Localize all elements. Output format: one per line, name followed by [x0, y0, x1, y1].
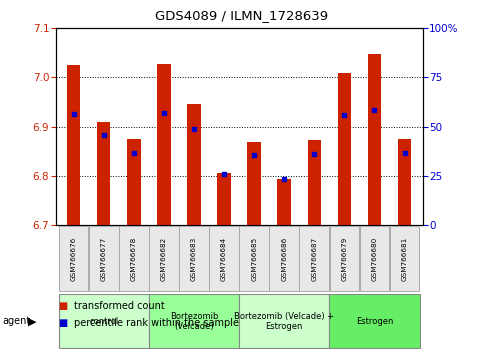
- FancyBboxPatch shape: [179, 226, 209, 291]
- FancyBboxPatch shape: [329, 295, 420, 348]
- Text: GSM766676: GSM766676: [71, 236, 77, 281]
- Bar: [157, 64, 170, 225]
- Text: Bortezomib (Velcade) +
Estrogen: Bortezomib (Velcade) + Estrogen: [234, 312, 334, 331]
- Text: GSM766678: GSM766678: [131, 236, 137, 281]
- FancyBboxPatch shape: [89, 226, 119, 291]
- FancyBboxPatch shape: [239, 226, 269, 291]
- Text: GSM766682: GSM766682: [161, 236, 167, 281]
- FancyBboxPatch shape: [209, 226, 239, 291]
- FancyBboxPatch shape: [390, 226, 419, 291]
- FancyBboxPatch shape: [270, 226, 299, 291]
- Text: GSM766681: GSM766681: [401, 236, 408, 281]
- Text: GSM766680: GSM766680: [371, 236, 378, 281]
- Text: ■: ■: [58, 301, 67, 311]
- Bar: [368, 54, 381, 225]
- Bar: [217, 173, 231, 225]
- FancyBboxPatch shape: [149, 226, 179, 291]
- Text: GSM766687: GSM766687: [312, 236, 317, 281]
- Text: ▶: ▶: [28, 316, 37, 326]
- FancyBboxPatch shape: [329, 226, 359, 291]
- Text: GSM766683: GSM766683: [191, 236, 197, 281]
- Text: transformed count: transformed count: [74, 301, 165, 311]
- Text: control: control: [89, 317, 118, 326]
- Bar: [187, 104, 201, 225]
- FancyBboxPatch shape: [299, 226, 329, 291]
- FancyBboxPatch shape: [239, 295, 329, 348]
- Text: GSM766686: GSM766686: [281, 236, 287, 281]
- Text: GSM766685: GSM766685: [251, 236, 257, 281]
- Text: Bortezomib
(Velcade): Bortezomib (Velcade): [170, 312, 218, 331]
- Text: percentile rank within the sample: percentile rank within the sample: [74, 318, 239, 328]
- Bar: [338, 73, 351, 225]
- FancyBboxPatch shape: [149, 295, 239, 348]
- Text: GSM766684: GSM766684: [221, 236, 227, 281]
- Bar: [308, 140, 321, 225]
- Text: GSM766679: GSM766679: [341, 236, 347, 281]
- Text: GSM766677: GSM766677: [100, 236, 107, 281]
- FancyBboxPatch shape: [58, 295, 149, 348]
- Bar: [277, 179, 291, 225]
- FancyBboxPatch shape: [119, 226, 149, 291]
- Bar: [398, 139, 412, 225]
- Text: agent: agent: [2, 316, 30, 326]
- FancyBboxPatch shape: [359, 226, 389, 291]
- Text: ■: ■: [58, 318, 67, 328]
- Bar: [67, 65, 80, 225]
- Bar: [97, 122, 111, 225]
- Text: GDS4089 / ILMN_1728639: GDS4089 / ILMN_1728639: [155, 9, 328, 22]
- Text: Estrogen: Estrogen: [356, 317, 393, 326]
- FancyBboxPatch shape: [59, 226, 88, 291]
- Bar: [247, 142, 261, 225]
- Bar: [127, 139, 141, 225]
